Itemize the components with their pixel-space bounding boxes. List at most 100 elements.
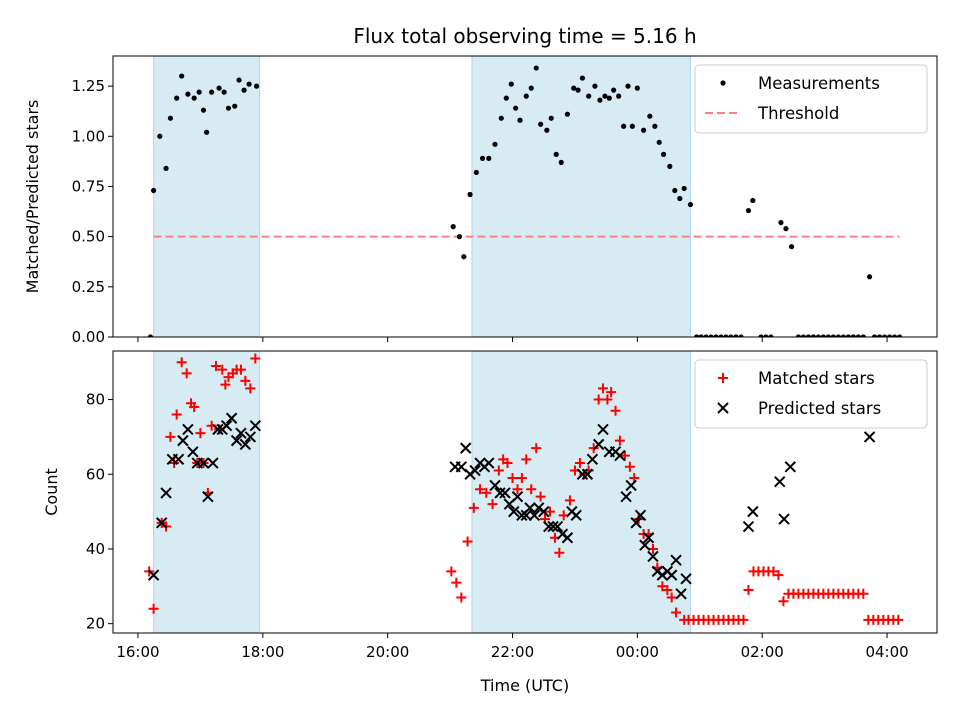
predicted-star-point xyxy=(647,550,659,563)
x-axis-label: Time (UTC) xyxy=(480,676,569,695)
legend-label: Measurements xyxy=(758,74,880,93)
matched-star-point xyxy=(507,472,518,483)
measurement-point xyxy=(575,87,581,93)
predicted-star-point xyxy=(499,487,511,499)
measurement-point xyxy=(492,141,498,147)
measurement-point xyxy=(778,219,784,226)
measurement-point xyxy=(147,334,154,337)
measurement-point xyxy=(677,195,683,202)
measurement-point xyxy=(450,224,456,230)
measurement-point xyxy=(713,334,719,337)
measurement-point xyxy=(835,334,841,337)
predicted-star-point xyxy=(239,438,252,451)
matched-star-point xyxy=(245,383,256,394)
measurement-point xyxy=(602,93,608,99)
matched-star-point xyxy=(475,484,486,495)
axes-frame xyxy=(112,55,938,338)
measurement-point xyxy=(586,93,592,99)
predicted-star-point xyxy=(244,431,257,443)
measurement-point xyxy=(611,87,617,93)
measurement-point xyxy=(241,87,247,93)
predicted-star-point xyxy=(520,509,532,522)
measurement-point xyxy=(825,334,831,337)
matched-star-point xyxy=(468,502,479,513)
legend-marker-predicted xyxy=(717,402,729,414)
predicted-star-point xyxy=(570,509,582,522)
measurement-point xyxy=(629,123,635,129)
measurement-point xyxy=(738,334,744,337)
matched-star-point xyxy=(456,592,467,603)
y-tick-label: 0.75 xyxy=(72,177,105,195)
measurement-point xyxy=(503,95,509,101)
predicted-star-point xyxy=(581,468,594,480)
predicted-star-point xyxy=(614,449,626,462)
measurement-point xyxy=(783,226,789,232)
matched-star-point xyxy=(512,484,523,495)
matched-star-point xyxy=(526,484,537,495)
measurement-point xyxy=(815,334,821,337)
measurement-point xyxy=(625,83,631,89)
predicted-star-point xyxy=(511,490,524,503)
legend-marker-measurements xyxy=(720,80,726,86)
x-tick-label: 02:00 xyxy=(741,643,784,661)
matched-star-point xyxy=(446,566,457,577)
predicted-star-point xyxy=(459,442,472,454)
measurement-point xyxy=(538,121,544,127)
measurement-point xyxy=(810,334,816,337)
measurement-point xyxy=(763,334,769,337)
matched-star-point xyxy=(662,585,673,596)
legend-marker-matched xyxy=(718,373,728,383)
measurement-point xyxy=(232,103,238,109)
measurement-point xyxy=(528,85,534,91)
measurement-point xyxy=(634,85,640,91)
measurement-point xyxy=(174,95,180,101)
matched-star-point xyxy=(544,506,555,517)
predicted-star-point xyxy=(220,419,233,432)
predicted-star-point xyxy=(177,434,189,447)
measurement-point xyxy=(236,77,242,83)
predicted-star-point xyxy=(543,520,555,533)
measurement-point xyxy=(795,334,802,337)
predicted-star-point xyxy=(160,487,172,499)
matched-star-point xyxy=(462,536,473,547)
predicted-star-point xyxy=(561,532,574,544)
measurement-point xyxy=(656,139,662,145)
measurement-point xyxy=(204,129,210,135)
measurement-point xyxy=(592,83,598,89)
measurement-point xyxy=(723,334,729,337)
predicted-star-point xyxy=(147,569,160,581)
x-tick-label: 00:00 xyxy=(616,643,659,661)
measurement-point xyxy=(647,113,653,119)
measurement-point xyxy=(597,97,603,103)
matched-star-point xyxy=(606,387,617,398)
matched-star-point xyxy=(778,596,789,607)
measurement-point xyxy=(564,111,571,117)
measurement-point xyxy=(750,197,756,204)
matched-star-point xyxy=(171,409,182,420)
measurement-point xyxy=(467,191,473,198)
measurement-point xyxy=(216,85,222,91)
measurement-point xyxy=(498,115,504,121)
x-tick-label: 22:00 xyxy=(491,643,534,661)
predicted-star-point xyxy=(576,468,589,480)
predicted-star-point xyxy=(675,588,687,600)
matched-star-point xyxy=(516,472,527,483)
y-tick-label: 20 xyxy=(86,615,105,633)
predicted-star-point xyxy=(586,453,599,466)
measurement-point xyxy=(533,65,539,71)
matched-star-point xyxy=(554,547,565,558)
predicted-star-point xyxy=(639,539,651,551)
matched-star-point xyxy=(451,577,462,588)
predicted-star-point xyxy=(524,502,536,514)
legend-label: Matched stars xyxy=(758,369,875,388)
matched-star-point xyxy=(564,495,575,506)
predicted-star-point xyxy=(742,520,755,533)
y-axis-label: Count xyxy=(42,468,61,516)
measurement-point xyxy=(517,117,523,123)
predicted-star-point xyxy=(665,569,678,581)
predicted-star-point xyxy=(625,479,637,492)
matched-star-point xyxy=(602,394,613,405)
measurement-point xyxy=(553,151,559,157)
predicted-star-point xyxy=(620,490,632,503)
predicted-star-point xyxy=(642,532,655,544)
